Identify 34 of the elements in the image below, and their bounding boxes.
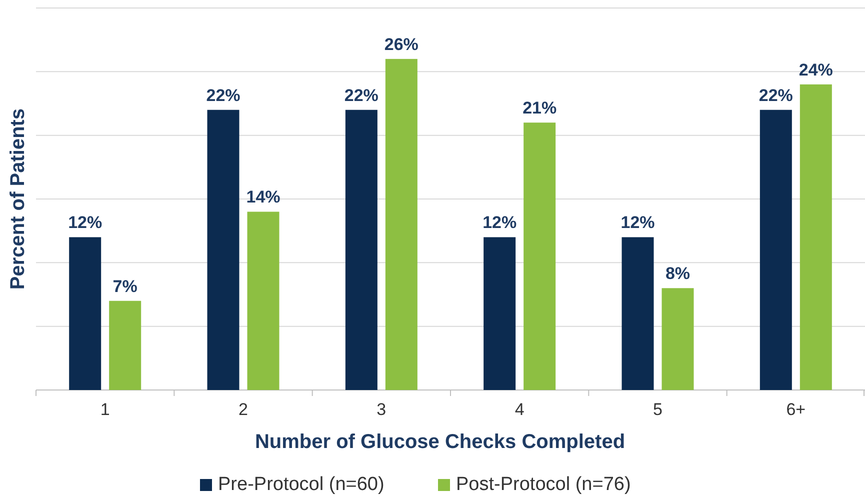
data-label: 24% (798, 60, 833, 80)
bar (207, 110, 240, 390)
bar (662, 288, 694, 390)
x-axis-title: Number of Glucose Checks Completed (254, 431, 626, 453)
bar (109, 300, 142, 390)
data-label: 12% (620, 213, 655, 232)
data-label: 14% (246, 188, 280, 207)
bar (484, 237, 516, 390)
x-tick-label: 2 (238, 400, 248, 419)
bar (69, 237, 102, 390)
legend-label: Pre-Protocol (n=60) (218, 474, 384, 495)
x-tick-label: 4 (514, 400, 524, 419)
data-label: 21% (522, 98, 557, 118)
data-label: 7% (112, 276, 138, 296)
x-tick-label: 5 (653, 400, 662, 419)
data-label: 12% (482, 213, 517, 232)
data-label: 22% (758, 86, 793, 105)
y-axis-title: Percent of Patients (7, 108, 29, 290)
bar (345, 110, 378, 390)
bar (760, 110, 792, 390)
data-label: 22% (206, 86, 240, 105)
data-label: 26% (384, 34, 418, 54)
data-label: 8% (665, 264, 690, 284)
bar (622, 237, 654, 390)
data-label: 22% (344, 86, 378, 105)
legend-label: Post-Protocol (n=76) (456, 474, 631, 495)
x-tick-label: 1 (100, 400, 110, 419)
data-label: 12% (68, 213, 102, 232)
x-tick-label: 6+ (786, 400, 806, 419)
bar (247, 212, 280, 390)
bar (524, 122, 556, 390)
x-tick-label: 3 (376, 400, 386, 419)
bar (385, 58, 418, 390)
bar (800, 84, 832, 390)
